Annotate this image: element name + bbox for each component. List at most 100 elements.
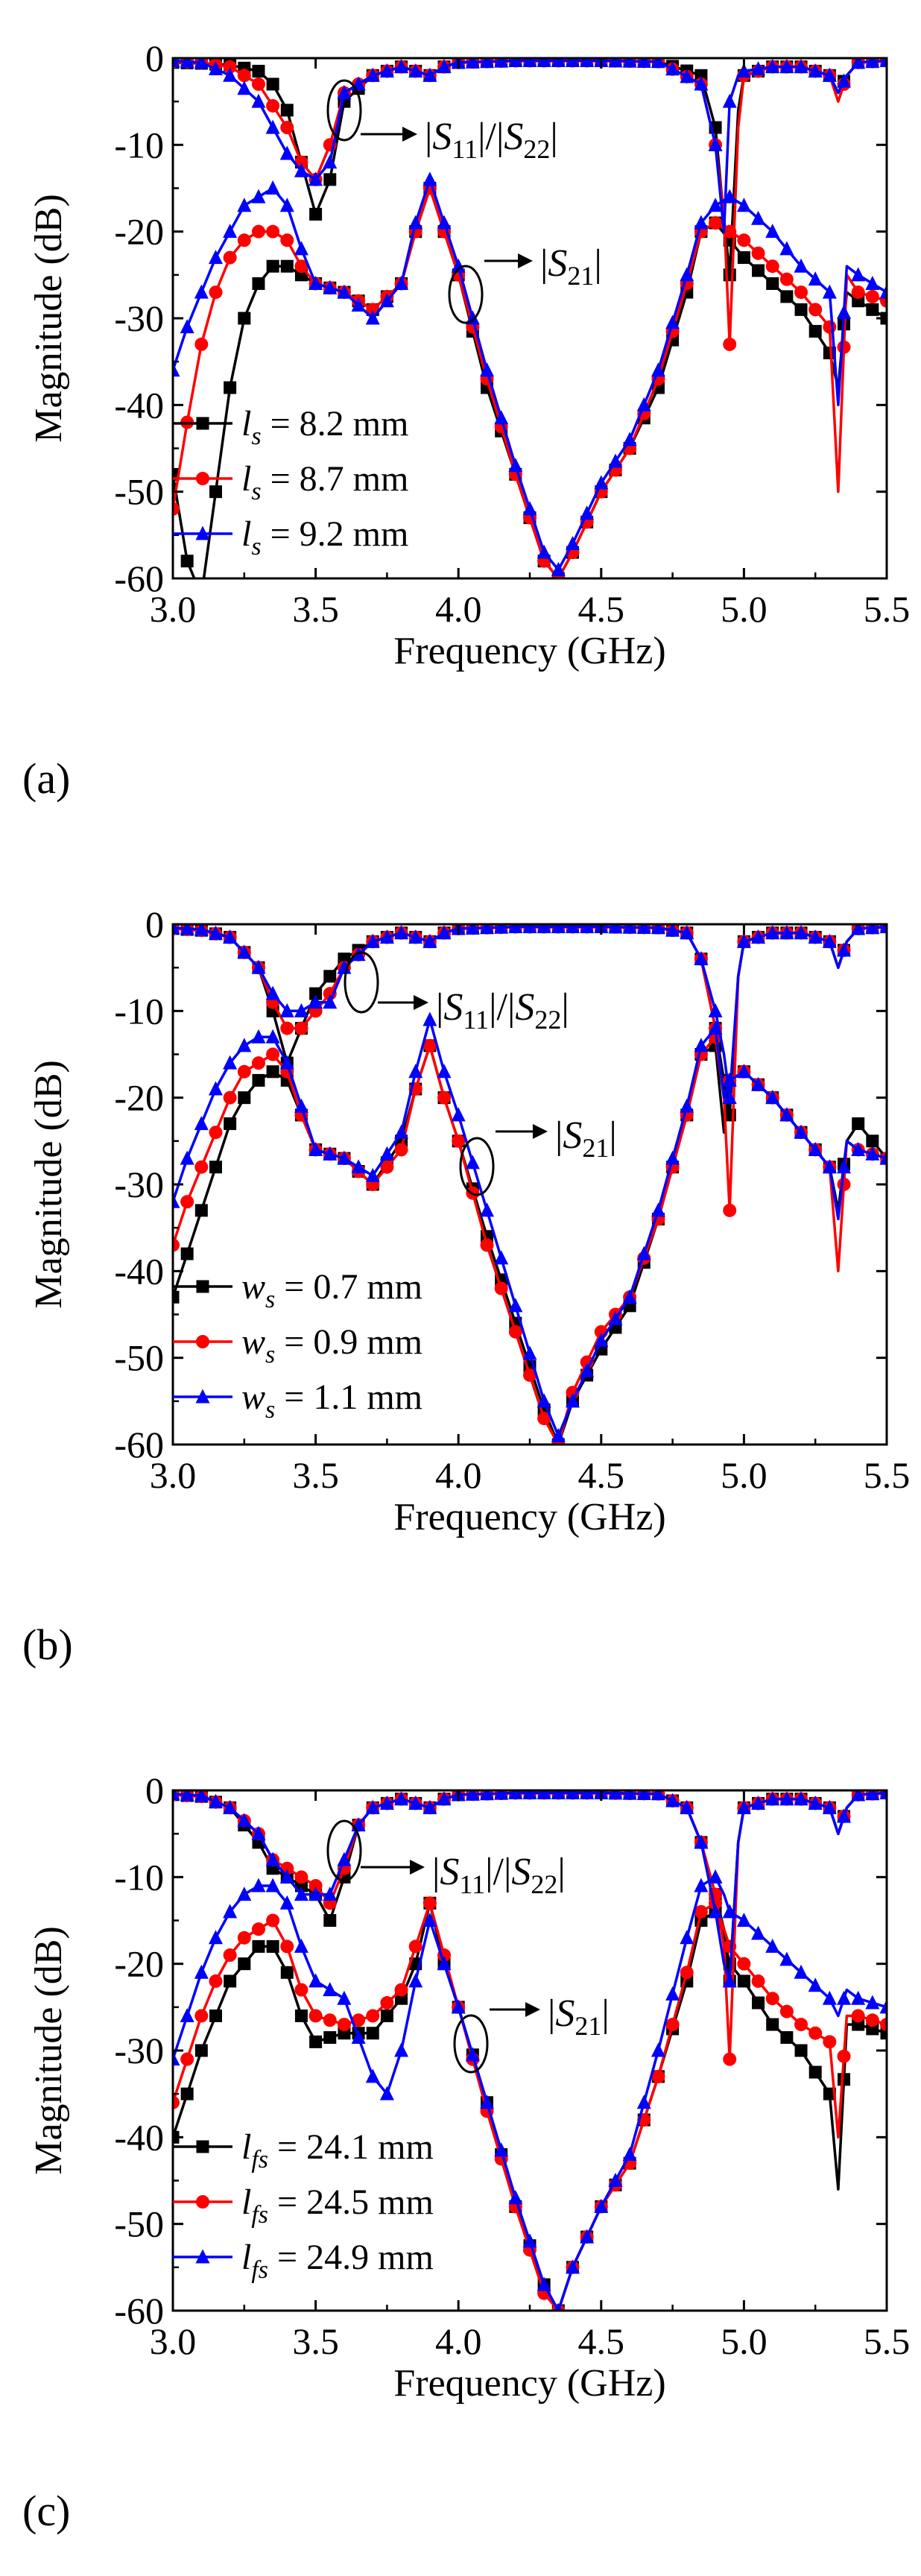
series-3-s21-marker xyxy=(180,1150,194,1165)
series-3-s11-marker xyxy=(173,58,180,67)
series-2-s21-marker xyxy=(294,259,308,274)
series-3-s21-marker xyxy=(736,1913,751,1927)
series-2-s21-marker xyxy=(380,1996,394,2010)
series-3-s21-marker xyxy=(351,2030,366,2045)
series-2-s21-marker xyxy=(851,2009,865,2023)
series-2-s21-marker xyxy=(294,1983,308,1997)
series-3-s21-marker xyxy=(480,1202,495,1217)
series-3-s11-marker xyxy=(822,67,837,82)
series-1-s21-marker xyxy=(252,277,265,290)
series-3-s11-marker xyxy=(394,1791,409,1806)
series-3-s21-marker xyxy=(594,1332,609,1347)
y-tick-label: -20 xyxy=(114,1943,164,1985)
x-axis-label: Frequency (GHz) xyxy=(393,1496,665,1538)
series-3-s21-marker xyxy=(265,1029,280,1044)
series-3-s21-marker xyxy=(554,2302,563,2311)
series-3-s11-marker xyxy=(736,1799,751,1814)
series-3-s11-marker xyxy=(508,58,523,67)
series-2-s21-marker xyxy=(394,1983,408,1997)
series-3-s21-marker xyxy=(865,1146,880,1161)
series-1-s21-marker xyxy=(880,2027,887,2040)
series-2-s21-marker xyxy=(794,285,808,300)
series-3-s11-marker xyxy=(208,925,223,940)
series-3-s21-marker xyxy=(437,1064,452,1079)
legend-1-marker xyxy=(196,417,209,430)
series-3-s11-marker xyxy=(822,1799,837,1814)
series-3-s21-marker xyxy=(194,1116,209,1131)
series-1-s21-marker xyxy=(808,324,822,338)
series-3-s21-marker xyxy=(279,198,294,212)
series-3-s21-marker xyxy=(736,1064,751,1079)
series-3-s21-marker xyxy=(779,1951,794,1966)
series-2-s21-marker xyxy=(194,1160,209,1174)
series-3-s11-marker xyxy=(480,1790,495,1801)
series-3-s21-marker xyxy=(279,1895,294,1910)
series-3-s11-marker xyxy=(751,61,766,76)
series-1-s11-marker xyxy=(323,173,337,186)
series-3-s21-marker xyxy=(751,1925,766,1940)
series-3-s21-marker xyxy=(251,189,266,203)
series-1-s21-marker xyxy=(173,1290,180,1304)
series-3-s21-marker xyxy=(865,1995,880,2010)
series-2-s21-marker xyxy=(480,1238,494,1252)
series-3-s11-marker xyxy=(765,59,780,74)
series-1-s21-marker xyxy=(766,2018,779,2031)
series-2-s11-marker xyxy=(280,1021,294,1035)
y-tick-label: -20 xyxy=(114,1077,164,1119)
series-3-s11-marker xyxy=(308,171,323,186)
series-3-s21-marker xyxy=(822,1990,837,2005)
series-3-s21-marker xyxy=(822,1159,837,1174)
x-tick-label: 3.0 xyxy=(150,588,197,630)
series-3-s11-marker xyxy=(465,924,480,935)
series-3-s11-marker xyxy=(837,73,852,88)
series-3-s21-marker xyxy=(736,198,751,212)
series-2-s21-marker xyxy=(266,1047,280,1061)
series-3-s11-marker xyxy=(522,58,537,67)
series-1-s21-marker xyxy=(252,1939,265,1953)
s21-arrowhead xyxy=(533,1124,548,1139)
series-2-s11-marker xyxy=(223,60,237,74)
series-3-s21-marker xyxy=(379,2086,394,2100)
series-3-s11-marker xyxy=(365,933,380,948)
series-1-s11-marker xyxy=(252,64,265,78)
series-1-s21-marker xyxy=(380,2009,393,2022)
series-1-s21-marker xyxy=(752,1996,765,2010)
series-2-s21-marker xyxy=(173,1238,180,1252)
series-3-s11-marker xyxy=(337,959,352,974)
series-3-s21-marker xyxy=(308,275,323,290)
series-3-s21-marker xyxy=(323,1982,338,1997)
series-2-s21-marker xyxy=(651,2069,665,2083)
series-1-s21-marker xyxy=(266,1065,279,1079)
series-3-s11-marker xyxy=(494,924,509,934)
series-3-s11-marker xyxy=(551,924,566,933)
s21-annotation: |S21| xyxy=(555,1114,617,1163)
series-3-s21-marker xyxy=(565,2259,580,2274)
series-3-s11-marker xyxy=(223,67,238,82)
series-3-s11-marker xyxy=(837,942,852,957)
series-1-s21-marker xyxy=(766,277,779,290)
series-3-s11-marker xyxy=(323,994,338,1009)
series-3-s21-marker xyxy=(365,2068,380,2083)
series-3-s21-marker xyxy=(422,171,437,186)
series-2-s21-marker xyxy=(280,1939,294,1954)
x-tick-label: 4.0 xyxy=(435,2320,482,2362)
series-3-s11-marker xyxy=(223,1799,238,1814)
series-3-s11-marker xyxy=(851,1790,866,1802)
series-2-s21-marker xyxy=(837,2049,851,2063)
series-3-s21-marker xyxy=(580,2229,595,2244)
series-3-s11-marker xyxy=(294,162,308,177)
series-3-s21-marker xyxy=(636,397,651,411)
series-2-s21-marker xyxy=(751,246,765,260)
series-2-s21-marker xyxy=(880,2018,887,2032)
y-tick-label: -60 xyxy=(114,2290,164,2332)
series-3-s11-marker xyxy=(651,1790,665,1801)
series-1-s21-marker xyxy=(238,312,251,325)
series-3-s11-marker xyxy=(251,1825,266,1840)
series-1-s11-marker xyxy=(266,78,279,91)
series-2-s21-marker xyxy=(709,216,723,230)
s11-annotation: |S11|/|S22| xyxy=(425,116,558,164)
series-3-s11-marker xyxy=(708,1904,723,1919)
s11-annotation: |S11|/|S22| xyxy=(432,1851,566,1899)
series-3-s11-marker xyxy=(180,58,194,69)
series-3-s21-marker xyxy=(651,362,665,377)
